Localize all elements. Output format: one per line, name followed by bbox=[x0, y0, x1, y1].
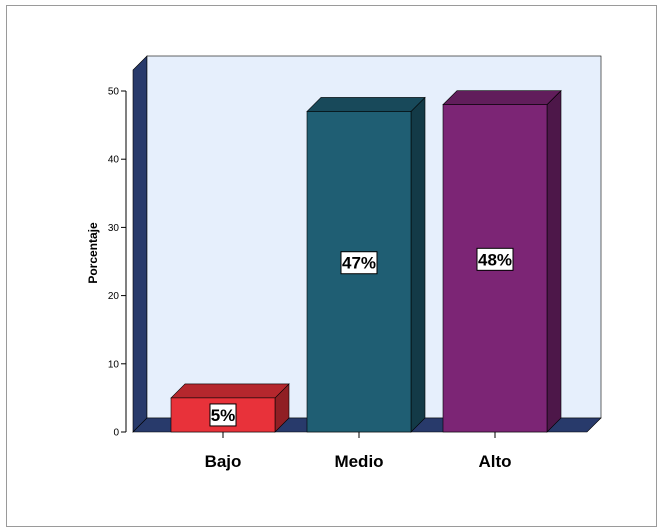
y-tick-label: 10 bbox=[108, 359, 120, 370]
bar-top bbox=[306, 97, 426, 112]
bar-side bbox=[546, 89, 562, 433]
y-tick-label: 30 bbox=[108, 223, 120, 234]
data-label: 48% bbox=[476, 247, 514, 271]
data-label-box bbox=[340, 251, 378, 275]
data-label-text: 5% bbox=[211, 406, 236, 425]
y-tick-label: 20 bbox=[108, 291, 120, 302]
y-tick-label: 50 bbox=[108, 87, 120, 98]
y-tick-label: 40 bbox=[108, 155, 120, 166]
bar-top bbox=[442, 90, 562, 105]
data-label-box bbox=[476, 247, 514, 271]
bar-side bbox=[410, 96, 426, 433]
data-label: 5% bbox=[209, 403, 237, 427]
data-label-text: 48% bbox=[478, 250, 512, 269]
data-label-box bbox=[209, 403, 237, 427]
x-tick-label: Medio bbox=[334, 452, 383, 471]
x-tick-label: Bajo bbox=[205, 452, 242, 471]
bar-top bbox=[170, 383, 290, 399]
data-label-text: 47% bbox=[342, 254, 376, 273]
y-axis-label: Porcentaje bbox=[86, 222, 100, 284]
x-tick-label: Alto bbox=[478, 452, 511, 471]
y-tick-label: 0 bbox=[113, 428, 119, 439]
data-label: 47% bbox=[340, 251, 378, 275]
chart-left-wall bbox=[132, 55, 148, 433]
